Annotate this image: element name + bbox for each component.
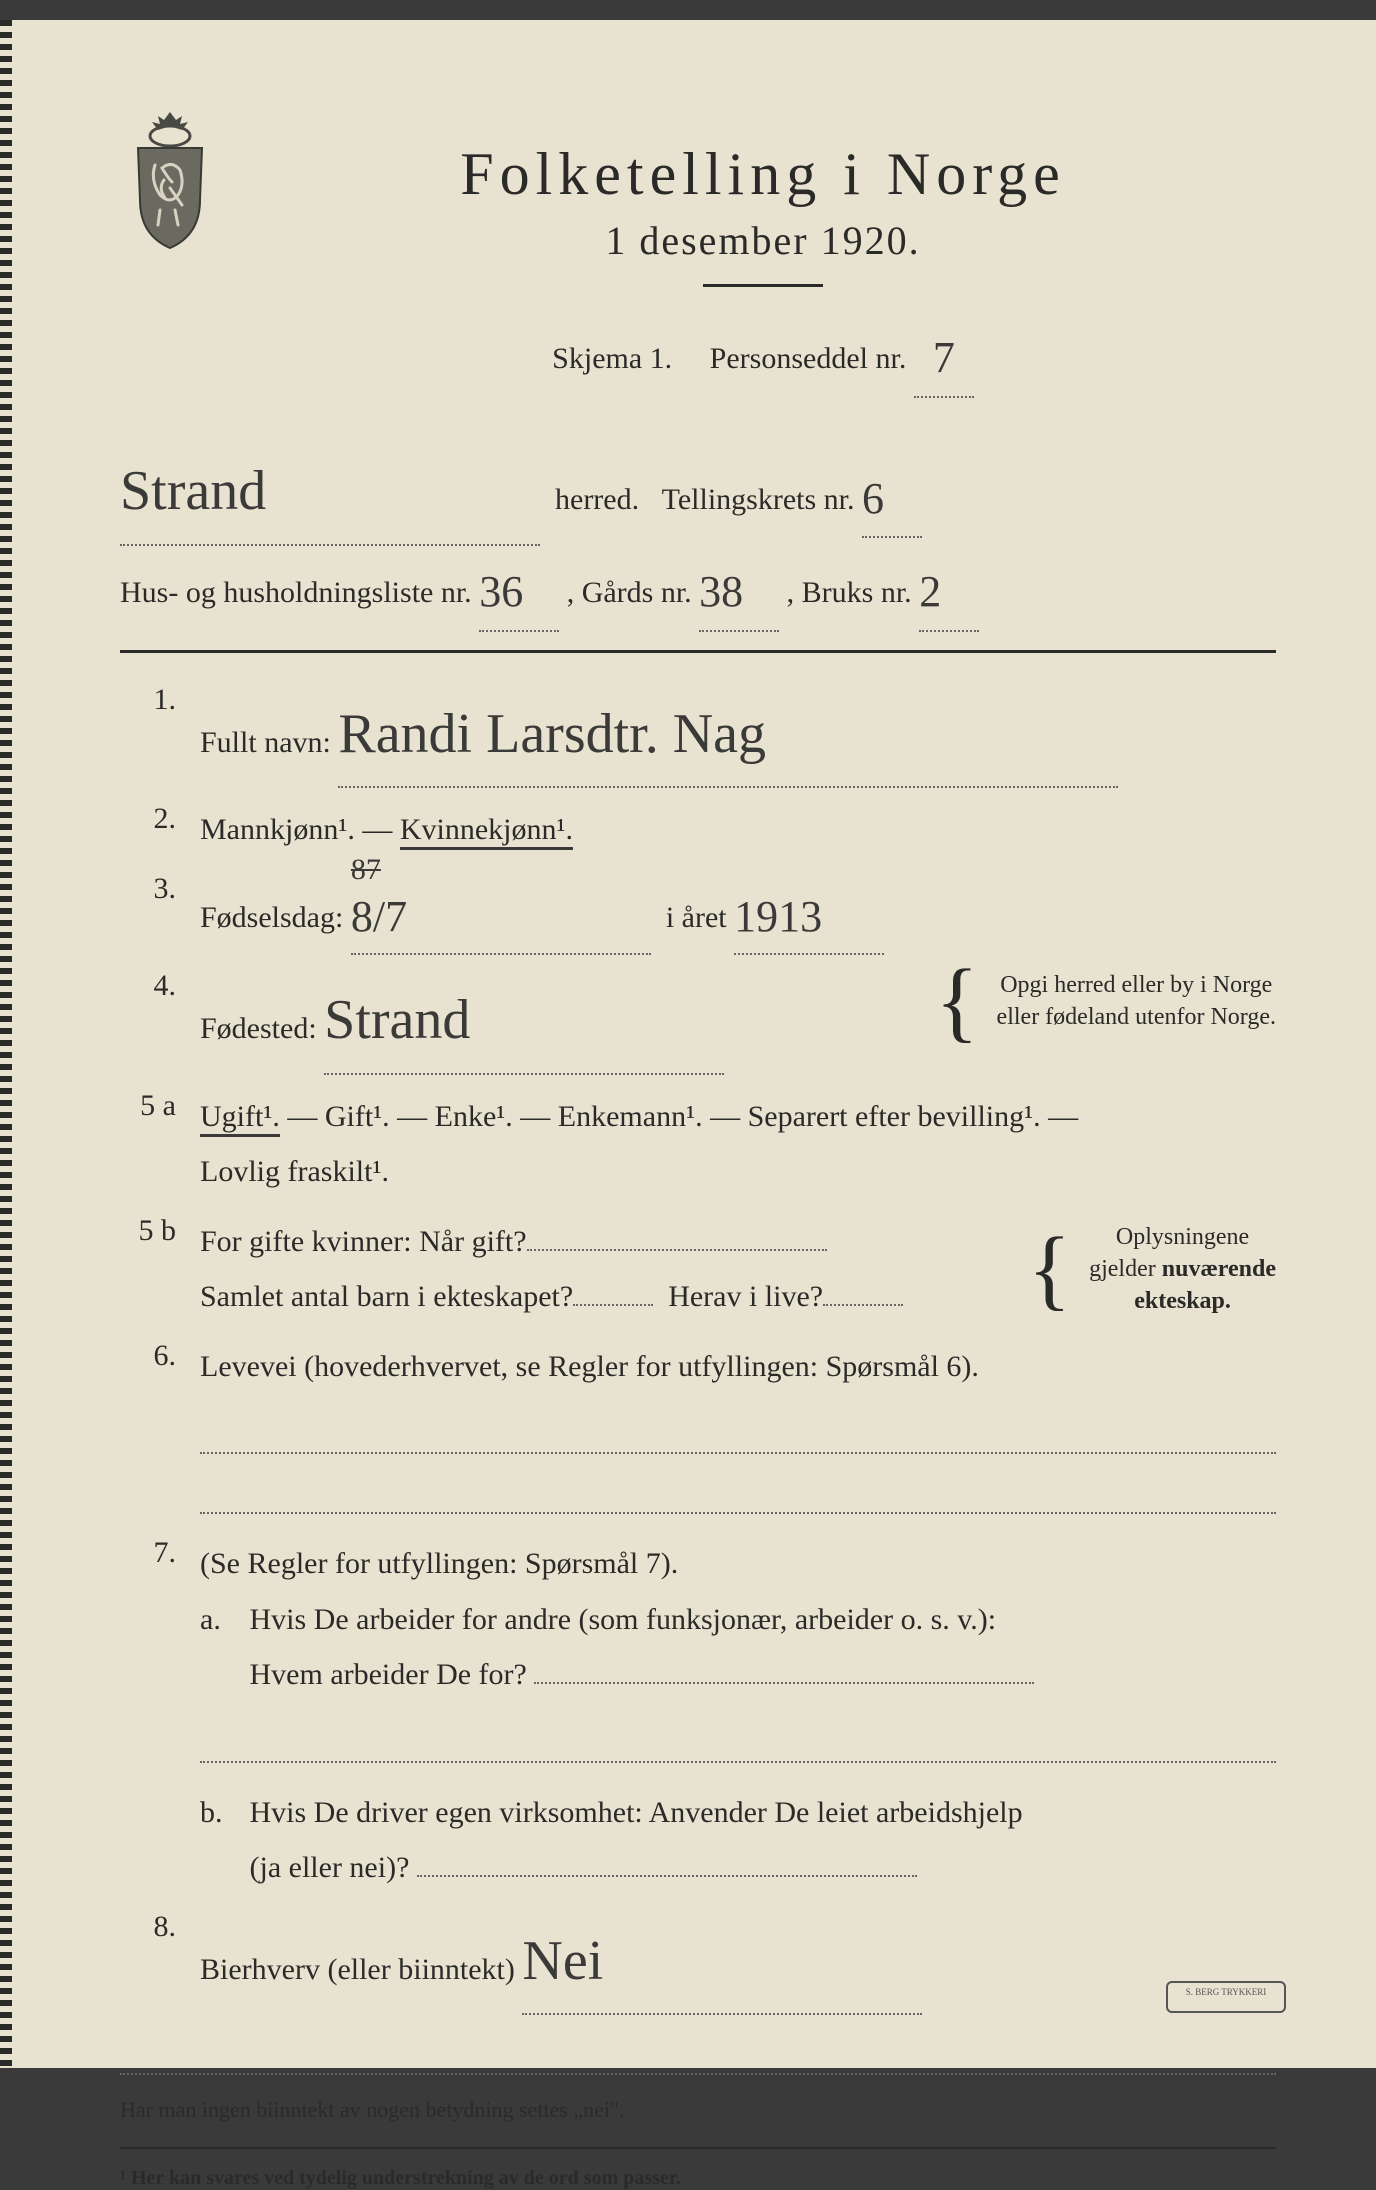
- gards-label: , Gårds nr.: [567, 576, 692, 609]
- q7-row: 7. (Se Regler for utfyllingen: Spørsmål …: [120, 1536, 1276, 1703]
- q2-kvinne: Kvinnekjønn¹.: [400, 813, 573, 850]
- q5a-row: 5 a Ugift¹. — Gift¹. — Enke¹. — Enkemann…: [120, 1089, 1276, 1200]
- q3-num: 3.: [120, 872, 176, 955]
- q8-num: 8.: [120, 1910, 176, 2016]
- q4-row: 4. Fødested: Strand { Opgi herred eller …: [120, 969, 1276, 1075]
- divider-bottom: [120, 2147, 1276, 2149]
- q4-num: 4.: [120, 969, 176, 1075]
- gards-nr-value: 38: [699, 550, 743, 634]
- q2-row: 2. Mannkjønn¹. — Kvinnekjønn¹.: [120, 802, 1276, 858]
- q6-blank-1: [200, 1416, 1276, 1454]
- q5b-num: 5 b: [120, 1214, 176, 1325]
- hus-line: Hus- og husholdningsliste nr. 36 , Gårds…: [120, 546, 1276, 632]
- header: Folketelling i Norge 1 desember 1920. Sk…: [120, 140, 1276, 398]
- q5b-note: Oplysningene gjelder nuværende ekteskap.: [1089, 1221, 1276, 1318]
- q8-blank: [120, 2037, 1276, 2075]
- footnote-2: ¹ Her kan svares ved tydelig understrekn…: [120, 2167, 1276, 2190]
- main-title: Folketelling i Norge: [250, 140, 1276, 209]
- herred-value: Strand: [120, 438, 266, 544]
- tellingskrets-nr-value: 6: [862, 457, 884, 541]
- q5b-l1a: For gifte kvinner: Når gift?: [200, 1225, 527, 1258]
- q6-blank-2: [200, 1476, 1276, 1514]
- brace-icon-2: {: [1028, 1238, 1071, 1301]
- bruks-label: , Bruks nr.: [787, 576, 912, 609]
- divider-1: [120, 650, 1276, 653]
- q4-label: Fødested:: [200, 1012, 317, 1045]
- title-divider: [703, 284, 823, 287]
- q4-note: Opgi herred eller by i Norge eller fødel…: [997, 969, 1276, 1034]
- hus-label: Hus- og husholdningsliste nr.: [120, 576, 472, 609]
- q1-num: 1.: [120, 683, 176, 789]
- printer-stamp: S. BERG TRYKKERI: [1166, 1981, 1286, 2013]
- q7a-blank: [200, 1725, 1276, 1763]
- footnote-1: Har man ingen biinntekt av nogen betydni…: [120, 2097, 1276, 2123]
- bruks-nr-value: 2: [919, 550, 941, 634]
- q3-row: 3. Fødselsdag: 87 8/7 i året 1913: [120, 872, 1276, 955]
- q3-day: 8/7: [351, 876, 407, 957]
- q4-value: Strand: [324, 969, 470, 1073]
- q7a-l1: Hvis De arbeider for andre (som funksjon…: [250, 1603, 997, 1636]
- q8-row: 8. Bierhverv (eller biinntekt) Nei: [120, 1910, 1276, 2016]
- personseddel-label: Personseddel nr.: [710, 342, 907, 375]
- q3-label: Fødselsdag:: [200, 901, 343, 934]
- q3-year: 1913: [734, 876, 822, 957]
- q7b-row: b. Hvis De driver egen virksomhet: Anven…: [120, 1785, 1276, 1896]
- q7-intro: (Se Regler for utfyllingen: Spørsmål 7).: [200, 1547, 678, 1580]
- q7a-l2: Hvem arbeider De for?: [250, 1658, 527, 1691]
- q6-num: 6.: [120, 1339, 176, 1395]
- q1-value: Randi Larsdtr. Nag: [338, 683, 766, 787]
- q5b-note3: ekteskap.: [1134, 1288, 1231, 1314]
- q5b-note2: gjelder nuværende: [1089, 1256, 1276, 1282]
- q2-num: 2.: [120, 802, 176, 858]
- q7b-l1: Hvis De driver egen virksomhet: Anvender…: [250, 1796, 1023, 1829]
- q7a-label: a.: [200, 1592, 242, 1648]
- q7b-l2: (ja eller nei)?: [250, 1851, 410, 1884]
- q8-value: Nei: [522, 1910, 603, 2014]
- hus-nr-value: 36: [479, 550, 523, 634]
- q5b-l2b: Herav i live?: [668, 1280, 823, 1313]
- q4-note1: Opgi herred eller by i Norge: [1000, 972, 1272, 998]
- q4-note2: eller fødeland utenfor Norge.: [997, 1004, 1276, 1030]
- q3-mid: i året: [666, 901, 727, 934]
- q5a-ugift: Ugift¹.: [200, 1100, 280, 1137]
- q6-row: 6. Levevei (hovederhvervet, se Regler fo…: [120, 1339, 1276, 1395]
- q7-num: 7.: [120, 1536, 176, 1703]
- q8-label: Bierhverv (eller biinntekt): [200, 1953, 515, 1986]
- coat-of-arms-icon: [120, 110, 220, 250]
- q5a-num: 5 a: [120, 1089, 176, 1200]
- q1-label: Fullt navn:: [200, 726, 331, 759]
- census-form-page: Folketelling i Norge 1 desember 1920. Sk…: [0, 20, 1376, 2068]
- q5a-rest: — Gift¹. — Enke¹. — Enkemann¹. — Separer…: [280, 1100, 1078, 1133]
- herred-label: herred.: [555, 483, 639, 516]
- date-subtitle: 1 desember 1920.: [250, 217, 1276, 264]
- q5a-line2: Lovlig fraskilt¹.: [200, 1155, 389, 1188]
- q1-row: 1. Fullt navn: Randi Larsdtr. Nag: [120, 683, 1276, 789]
- q5b-note1: Oplysningene: [1116, 1224, 1249, 1250]
- skjema-label: Skjema 1.: [552, 342, 672, 375]
- q5b-row: 5 b For gifte kvinner: Når gift? Samlet …: [120, 1214, 1276, 1325]
- skjema-line: Skjema 1. Personseddel nr. 7: [250, 312, 1276, 398]
- q6-text: Levevei (hovederhvervet, se Regler for u…: [200, 1350, 979, 1383]
- herred-line: Strand herred. Tellingskrets nr. 6: [120, 438, 1276, 546]
- title-block: Folketelling i Norge 1 desember 1920. Sk…: [250, 140, 1276, 398]
- q5b-l2a: Samlet antal barn i ekteskapet?: [200, 1280, 573, 1313]
- tellingskrets-label: Tellingskrets nr.: [662, 483, 855, 516]
- q2-mann: Mannkjønn¹.: [200, 813, 355, 846]
- brace-icon: {: [935, 970, 978, 1033]
- q7b-label: b.: [200, 1785, 242, 1841]
- personseddel-nr-value: 7: [933, 316, 955, 400]
